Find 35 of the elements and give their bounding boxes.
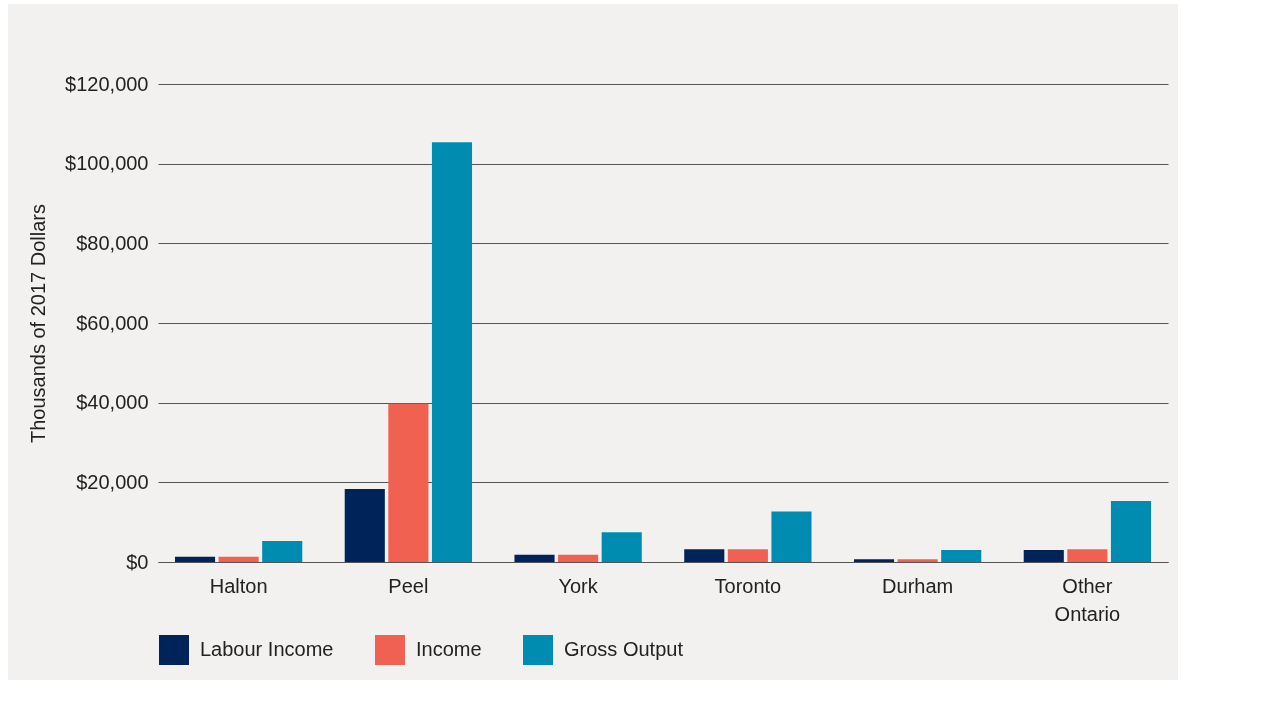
bar	[431, 142, 473, 562]
bar	[262, 540, 303, 562]
bar	[1023, 550, 1064, 562]
y-tick-label: $120,000	[65, 72, 149, 95]
bar	[1110, 501, 1152, 562]
bar	[853, 559, 895, 562]
y-tick-label: $60,000	[76, 311, 149, 334]
bar	[558, 554, 599, 562]
y-tick-label: $20,000	[76, 470, 149, 493]
bar	[388, 403, 429, 562]
bar	[344, 489, 385, 562]
legend-label: Gross Output	[564, 638, 684, 660]
bar	[218, 556, 259, 562]
bar	[897, 559, 938, 562]
bar	[601, 532, 642, 562]
y-tick-label: $40,000	[76, 391, 149, 414]
bar	[727, 549, 768, 562]
x-tick-label: Durham	[882, 574, 954, 597]
y-tick-label: $0	[126, 550, 149, 573]
y-tick-label: $80,000	[76, 231, 149, 254]
bar	[941, 550, 982, 562]
x-tick-label: Peel	[388, 574, 429, 597]
x-tick-label: York	[558, 574, 599, 597]
x-tick-label: Halton	[209, 574, 268, 597]
legend-label: Labour Income	[200, 638, 334, 660]
legend-label: Income	[416, 638, 482, 660]
x-tick-label: Toronto	[714, 574, 782, 597]
bar	[684, 549, 725, 562]
bar	[514, 554, 555, 562]
y-axis-title: Thousands of 2017 Dollars	[27, 203, 50, 444]
x-tick-label: Other Ontario	[1054, 574, 1121, 625]
y-tick-label: $100,000	[65, 152, 149, 175]
bar	[174, 556, 216, 562]
bar	[1067, 549, 1108, 562]
bar	[771, 511, 812, 562]
